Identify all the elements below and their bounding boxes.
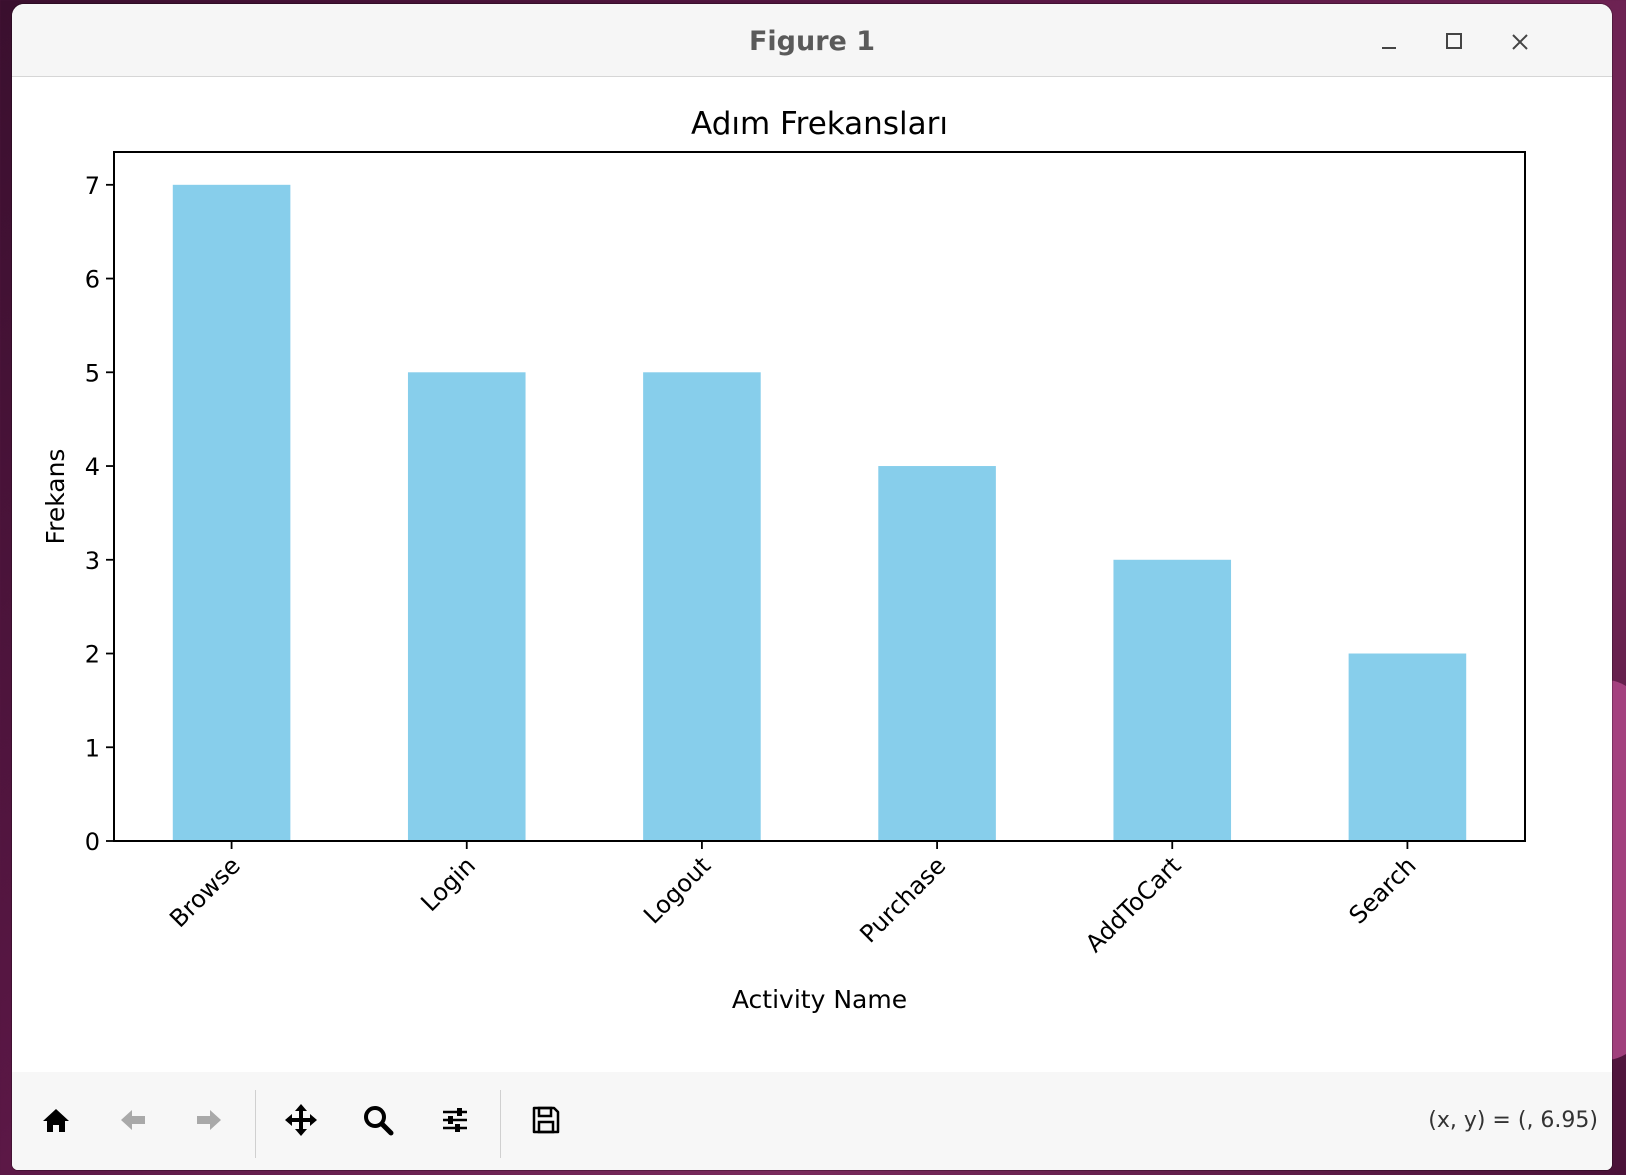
move-icon bbox=[285, 1104, 317, 1136]
chart-title: Adım Frekansları bbox=[691, 106, 948, 142]
bar-addtocart bbox=[1113, 559, 1232, 841]
forward-button[interactable] bbox=[183, 1094, 235, 1146]
toolbar-separator bbox=[500, 1090, 501, 1158]
window-title: Figure 1 bbox=[748, 26, 876, 57]
bar-browse bbox=[172, 184, 291, 842]
toolbar-separator bbox=[255, 1090, 256, 1158]
title-bar[interactable]: Figure 1 bbox=[12, 4, 1612, 77]
x-tick-label: AddToCart bbox=[1080, 851, 1186, 957]
arrow-right-icon bbox=[197, 1110, 221, 1130]
y-tick-label: 3 bbox=[85, 547, 100, 575]
bar-login bbox=[407, 372, 526, 841]
y-axis-label: Frekans bbox=[41, 449, 70, 545]
figure-window: Figure 1 Adım Frekansları Frekans Activi… bbox=[12, 4, 1612, 1170]
y-tick-label: 7 bbox=[85, 172, 100, 200]
y-tick-label: 1 bbox=[85, 734, 100, 762]
x-tick-label: Purchase bbox=[854, 851, 951, 948]
minimize-icon bbox=[1382, 47, 1396, 49]
bar-chart: Adım Frekansları Frekans Activity Name B… bbox=[41, 106, 1526, 1014]
y-tick-label: 4 bbox=[85, 453, 100, 481]
back-button[interactable] bbox=[107, 1094, 159, 1146]
y-tick-label: 0 bbox=[85, 828, 100, 856]
zoom-button[interactable] bbox=[352, 1094, 404, 1146]
maximize-button[interactable] bbox=[1434, 22, 1474, 62]
plot-canvas[interactable]: Adım Frekansları Frekans Activity Name B… bbox=[12, 77, 1612, 1072]
x-axis-label: Activity Name bbox=[732, 985, 907, 1014]
x-tick-label: Search bbox=[1344, 851, 1422, 929]
x-tick-label: Browse bbox=[164, 851, 246, 933]
bar-logout bbox=[643, 372, 761, 841]
axes-frame bbox=[113, 151, 1526, 842]
close-button[interactable] bbox=[1500, 22, 1540, 62]
save-button[interactable] bbox=[520, 1094, 572, 1146]
y-tick-label: 2 bbox=[85, 641, 100, 669]
home-icon bbox=[43, 1109, 69, 1132]
close-icon bbox=[1512, 34, 1528, 50]
maximize-icon bbox=[1446, 33, 1462, 49]
y-tick-label: 5 bbox=[85, 359, 100, 387]
x-tick-label: Logout bbox=[638, 851, 716, 929]
navigation-toolbar: (x, y) = (, 6.95) bbox=[12, 1072, 1612, 1170]
sliders-icon bbox=[443, 1108, 467, 1132]
home-button[interactable] bbox=[30, 1094, 82, 1146]
cursor-coordinates: (x, y) = (, 6.95) bbox=[1428, 1108, 1598, 1133]
magnifier-icon bbox=[364, 1106, 394, 1136]
x-tick-label: Login bbox=[415, 851, 481, 917]
bar-purchase bbox=[878, 466, 996, 841]
bar-search bbox=[1348, 653, 1467, 841]
configure-subplots-button[interactable] bbox=[429, 1094, 481, 1146]
floppy-disk-icon bbox=[532, 1106, 560, 1134]
minimize-button[interactable] bbox=[1369, 22, 1409, 62]
y-tick-label: 6 bbox=[85, 266, 100, 294]
arrow-left-icon bbox=[121, 1110, 145, 1130]
pan-button[interactable] bbox=[275, 1094, 327, 1146]
